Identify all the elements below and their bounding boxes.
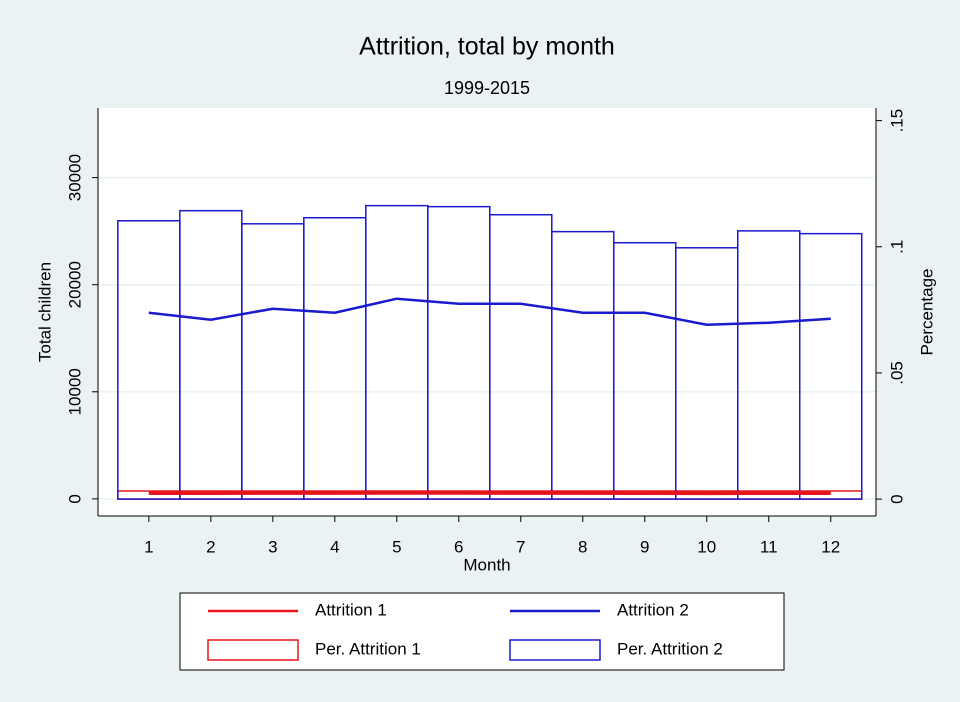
legend-swatch (207, 639, 299, 661)
x-tick-label: 8 (578, 537, 587, 556)
x-tick-label: 6 (454, 537, 463, 556)
y2-axis-title: Percentage (917, 269, 936, 356)
x-axis-title: Month (463, 555, 510, 574)
y2-tick-label: 0 (887, 494, 906, 503)
legend-label: Per. Attrition 1 (315, 639, 421, 658)
x-tick-label: 5 (392, 537, 401, 556)
legend-label: Per. Attrition 2 (617, 639, 723, 658)
legend-label: Attrition 1 (315, 600, 387, 619)
x-tick-label: 4 (330, 537, 339, 556)
x-tick-label: 11 (760, 537, 778, 556)
y-tick-label: 20000 (65, 261, 84, 308)
x-tick-label: 3 (268, 537, 277, 556)
y-tick-label: 0 (65, 494, 84, 503)
x-tick-label: 12 (821, 537, 840, 556)
plot-area (98, 108, 876, 516)
chart-title: Attrition, total by month (359, 33, 615, 61)
x-tick-label: 7 (516, 537, 525, 556)
y-tick-label: 30000 (65, 154, 84, 201)
y2-tick-label: .15 (887, 109, 906, 133)
legend-swatch (509, 639, 601, 661)
y2-tick-label: .1 (887, 240, 906, 254)
y-axis-title: Total children (35, 262, 54, 362)
bar (798, 232, 863, 500)
x-tick-label: 10 (697, 537, 716, 556)
y-tick-label: 10000 (65, 368, 84, 415)
chart-subtitle: 1999-2015 (444, 78, 530, 98)
x-tick-label: 1 (144, 537, 153, 556)
x-tick-label: 9 (640, 537, 649, 556)
legend-box (179, 592, 785, 671)
legend-label: Attrition 2 (617, 600, 689, 619)
x-tick-label: 2 (206, 537, 215, 556)
line (148, 297, 831, 326)
y2-tick-label: .05 (887, 361, 906, 385)
